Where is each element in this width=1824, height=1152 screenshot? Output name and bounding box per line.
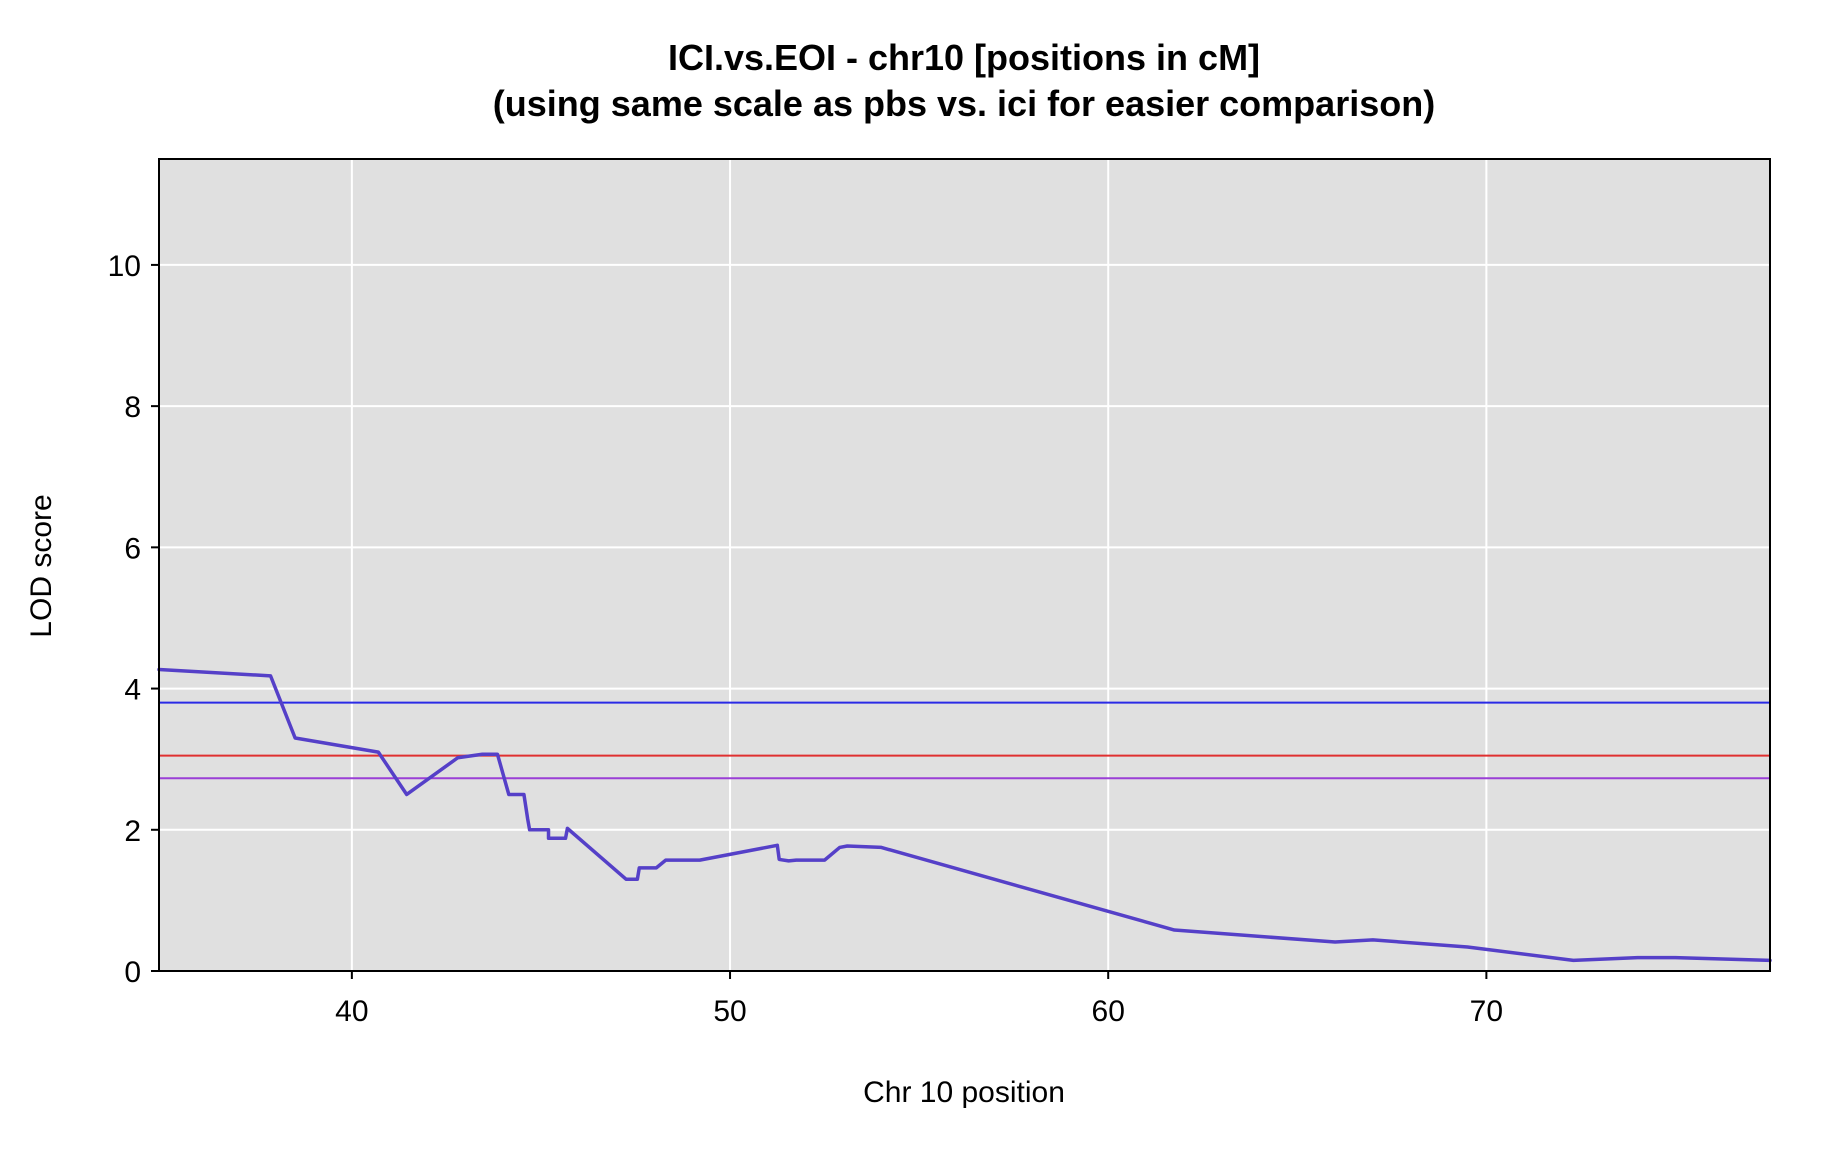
x-tick-label: 40: [335, 995, 368, 1028]
y-tick-label: 4: [124, 674, 141, 707]
y-axis-ticks: 0 2 4 6 8 10: [108, 250, 159, 989]
y-tick-label: 8: [124, 391, 141, 424]
x-axis-ticks: 40 50 60 70: [335, 971, 1503, 1028]
y-axis-label: LOD score: [25, 494, 58, 637]
y-tick-label: 10: [108, 250, 141, 283]
chart-title: ICI.vs.EOI - chr10 [positions in cM]: [668, 37, 1260, 78]
series-layer: [157, 667, 1772, 963]
x-tick-label: 50: [713, 995, 746, 1028]
chart-subtitle: (using same scale as pbs vs. ici for eas…: [493, 83, 1435, 124]
x-tick-label: 70: [1470, 995, 1503, 1028]
y-tick-label: 2: [124, 815, 141, 848]
plot-panel: [159, 159, 1770, 971]
x-axis-label: Chr 10 position: [863, 1076, 1065, 1109]
y-tick-label: 6: [124, 532, 141, 565]
lod-series-line: [157, 667, 1772, 963]
x-tick-label: 60: [1092, 995, 1125, 1028]
y-tick-label: 0: [124, 956, 141, 989]
plot-frame: [158, 158, 1771, 972]
